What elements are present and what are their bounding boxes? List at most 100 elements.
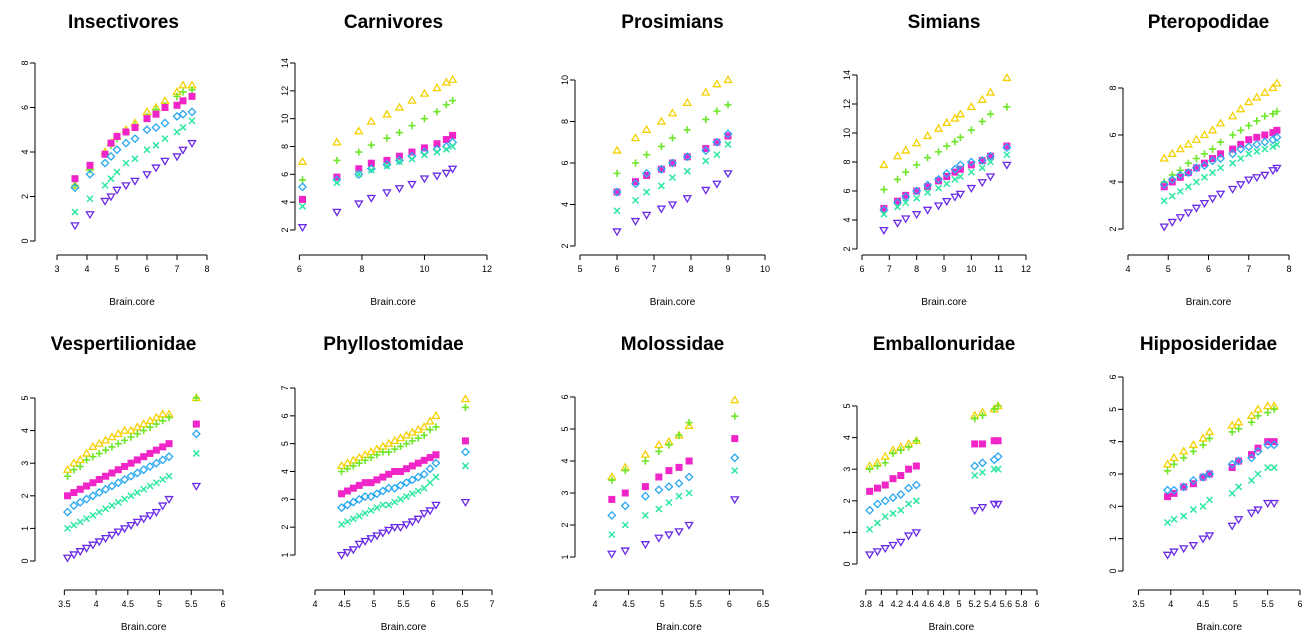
- point-triangle-down: [426, 508, 433, 514]
- point-triangle-down: [897, 539, 904, 545]
- point-triangle-down: [338, 552, 345, 558]
- x-tick-label: 6: [430, 599, 435, 609]
- x-tick-label: 12: [1021, 264, 1031, 274]
- point-triangle-down: [655, 535, 662, 541]
- point-triangle-up: [1273, 80, 1280, 86]
- x-tick-label: 5: [371, 599, 376, 609]
- point-triangle-down: [70, 552, 77, 558]
- point-triangle-up: [882, 453, 889, 459]
- point-cross: [90, 512, 96, 518]
- point-triangle-up: [643, 126, 650, 132]
- point-cross: [132, 156, 138, 162]
- point-cross: [968, 169, 974, 175]
- point-square: [1246, 137, 1252, 143]
- point-square: [180, 98, 186, 104]
- point-plus: [355, 148, 362, 155]
- panel-title: Pteropodidae: [1148, 12, 1269, 33]
- point-triangle-down: [379, 530, 386, 536]
- x-tick-label: 8: [1286, 264, 1291, 274]
- x-tick-label: 4.4: [906, 599, 919, 609]
- point-plus: [669, 135, 676, 142]
- point-triangle-down: [979, 180, 986, 186]
- point-triangle-down: [1237, 182, 1244, 188]
- point-square: [1218, 151, 1224, 157]
- series-plus: [608, 413, 738, 484]
- point-triangle-up: [1199, 435, 1206, 441]
- point-triangle-up: [1248, 412, 1255, 418]
- y-tick-label: 1: [1108, 536, 1118, 541]
- point-cross: [339, 521, 345, 527]
- point-square: [1254, 134, 1260, 140]
- x-tick-label: 12: [482, 264, 492, 274]
- point-square: [144, 116, 150, 122]
- point-plus: [408, 122, 415, 129]
- point-cross: [1230, 160, 1236, 166]
- y-tick-label: 5: [842, 403, 852, 408]
- point-triangle-down: [1264, 501, 1271, 507]
- point-square: [123, 129, 129, 135]
- point-triangle-up: [121, 427, 128, 433]
- y-tick-label: 4: [560, 202, 570, 207]
- y-tick-label: 0: [842, 561, 852, 566]
- point-diamond: [134, 469, 141, 476]
- point-cross: [1238, 156, 1244, 162]
- point-triangle-down: [188, 141, 195, 147]
- x-tick-label: 5.8: [1015, 599, 1028, 609]
- point-triangle-down: [134, 519, 141, 525]
- point-plus: [1235, 425, 1242, 432]
- point-plus: [383, 135, 390, 142]
- x-tick-label: 5: [1166, 264, 1171, 274]
- x-tick-label: 11: [994, 264, 1003, 274]
- series-triangle-up: [338, 396, 469, 469]
- point-cross: [898, 507, 904, 513]
- point-diamond: [882, 497, 889, 504]
- y-tick-label: 10: [560, 75, 570, 85]
- series-triangle-up: [608, 397, 738, 480]
- series-triangle-down: [1164, 501, 1278, 559]
- point-triangle-up: [1235, 419, 1242, 425]
- x-tick-label: 6.5: [757, 599, 770, 609]
- point-triangle-up: [684, 99, 691, 105]
- point-cross: [666, 500, 672, 506]
- point-cross: [703, 158, 709, 164]
- point-triangle-up: [913, 140, 920, 146]
- point-triangle-down: [121, 526, 128, 532]
- point-triangle-down: [913, 212, 920, 218]
- point-cross: [166, 473, 172, 479]
- point-cross: [368, 507, 374, 513]
- point-square: [339, 491, 345, 497]
- point-triangle-up: [987, 89, 994, 95]
- point-cross: [633, 197, 639, 203]
- point-triangle-down: [905, 533, 912, 539]
- series-square: [1161, 127, 1280, 189]
- y-tick-label: 5: [280, 441, 290, 446]
- point-triangle-down: [608, 551, 615, 557]
- point-triangle-up: [1164, 461, 1171, 467]
- y-tick-label: 2: [280, 525, 290, 530]
- point-plus: [127, 434, 134, 441]
- point-triangle-up: [957, 111, 964, 117]
- chart-panel-prosimians: Prosimians2468105 6 7 8 9 10Brain.core: [560, 12, 770, 308]
- point-plus: [443, 101, 450, 108]
- point-diamond: [462, 448, 469, 455]
- point-cross: [1255, 471, 1261, 477]
- x-tick-label: 3.5: [1132, 599, 1145, 609]
- point-plus: [632, 159, 639, 166]
- point-square: [421, 457, 427, 463]
- point-cross: [1161, 198, 1167, 204]
- point-diamond: [1245, 143, 1252, 150]
- point-triangle-down: [1229, 523, 1236, 529]
- point-triangle-down: [935, 203, 942, 209]
- point-triangle-down: [951, 194, 958, 200]
- chart-panel-simians: Simians24681012146 7 8 9 10 11 12Brain.core: [842, 12, 1031, 308]
- point-cross: [1218, 165, 1224, 171]
- point-triangle-down: [1190, 543, 1197, 549]
- point-diamond: [165, 453, 172, 460]
- y-tick-label: 8: [1108, 85, 1118, 90]
- point-square: [128, 460, 134, 466]
- point-cross: [1169, 193, 1175, 199]
- point-triangle-down: [1170, 549, 1177, 555]
- y-tick-label: 14: [842, 70, 852, 80]
- point-plus: [1201, 150, 1208, 157]
- point-square: [462, 438, 468, 444]
